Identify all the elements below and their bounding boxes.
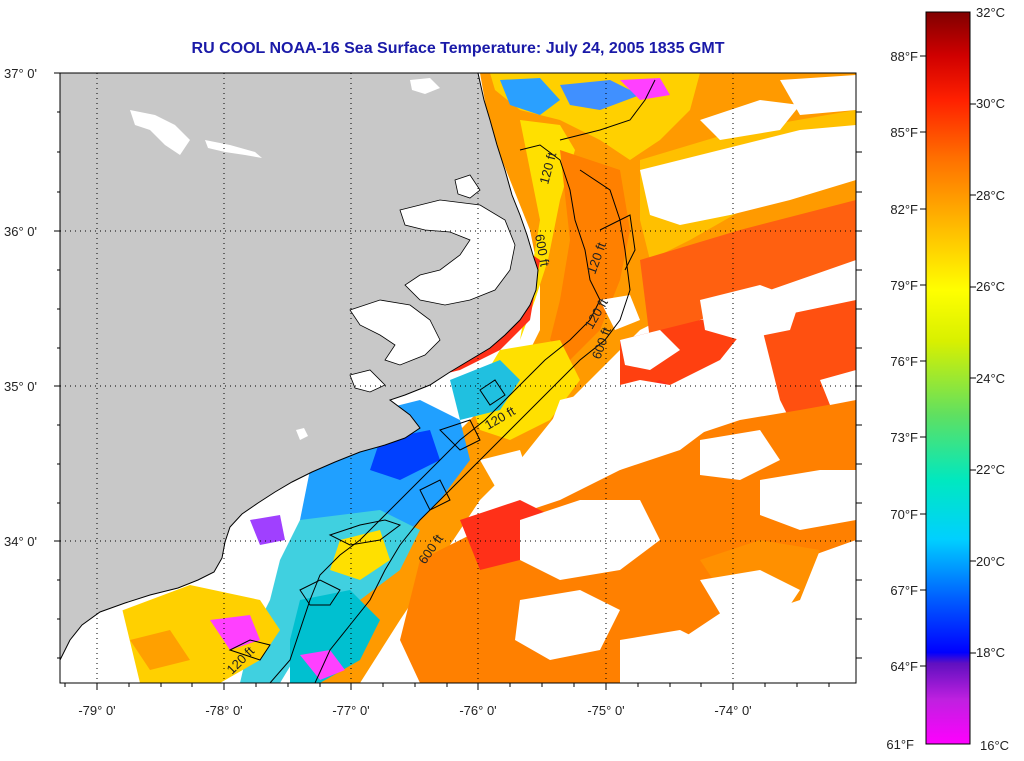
sounds: [349, 174, 516, 393]
lat-label: 34° 0': [4, 534, 37, 549]
celsius-label: 30°C: [976, 96, 1005, 111]
lat-label: 35° 0': [4, 379, 37, 394]
lon-label: -74° 0': [714, 703, 751, 718]
map-area: 120 ft 120 ft 120 ft 120 ft 600 ft 600 f…: [60, 73, 856, 683]
celsius-label: 18°C: [976, 645, 1005, 660]
lake: [410, 78, 440, 94]
fahrenheit-label: 76°F: [890, 354, 918, 369]
celsius-label: 26°C: [976, 279, 1005, 294]
lon-label: -76° 0': [459, 703, 496, 718]
celsius-label: 20°C: [976, 554, 1005, 569]
fahrenheit-label: 61°F: [886, 737, 914, 752]
fahrenheit-label: 70°F: [890, 507, 918, 522]
contour-label: 600 ft: [532, 233, 552, 268]
fahrenheit-label: 88°F: [890, 49, 918, 64]
lake: [296, 428, 308, 440]
fahrenheit-label: 79°F: [890, 278, 918, 293]
axis-ticks: [54, 72, 862, 690]
colorbar-ticks: [920, 55, 976, 667]
lat-label: 37° 0': [4, 66, 37, 81]
fahrenheit-label: 85°F: [890, 125, 918, 140]
lat-label: 36° 0': [4, 224, 37, 239]
colorbar: 32°C 30°C 28°C 26°C 24°C 22°C 20°C 18°C …: [886, 5, 1009, 753]
lake: [205, 140, 262, 158]
celsius-label: 24°C: [976, 371, 1005, 386]
lon-label: -78° 0': [205, 703, 242, 718]
lon-label: -75° 0': [587, 703, 624, 718]
fahrenheit-label: 73°F: [890, 430, 918, 445]
lon-label: -79° 0': [78, 703, 115, 718]
fahrenheit-label: 64°F: [890, 659, 918, 674]
celsius-label: 32°C: [976, 5, 1005, 20]
map-frame: [59, 72, 857, 684]
celsius-label: 16°C: [980, 738, 1009, 753]
lake: [130, 110, 190, 155]
lon-label: -77° 0': [332, 703, 369, 718]
cloud-cover: [60, 75, 856, 683]
graticule: [60, 73, 856, 683]
map-title: RU COOL NOAA-16 Sea Surface Temperature:…: [191, 40, 725, 57]
bathymetry-contours: [228, 79, 656, 683]
colorbar-gradient: [925, 11, 971, 745]
longitude-labels: -79° 0' -78° 0' -77° 0' -76° 0' -75° 0' …: [78, 703, 751, 718]
fahrenheit-label: 67°F: [890, 583, 918, 598]
latitude-labels: 37° 0' 36° 0' 35° 0' 34° 0': [4, 66, 37, 549]
fahrenheit-label: 82°F: [890, 202, 918, 217]
celsius-label: 22°C: [976, 462, 1005, 477]
celsius-labels: 32°C 30°C 28°C 26°C 24°C 22°C 20°C 18°C …: [976, 5, 1009, 753]
fahrenheit-labels: 88°F 85°F 82°F 79°F 76°F 73°F 70°F 67°F …: [886, 49, 918, 752]
celsius-label: 28°C: [976, 188, 1005, 203]
